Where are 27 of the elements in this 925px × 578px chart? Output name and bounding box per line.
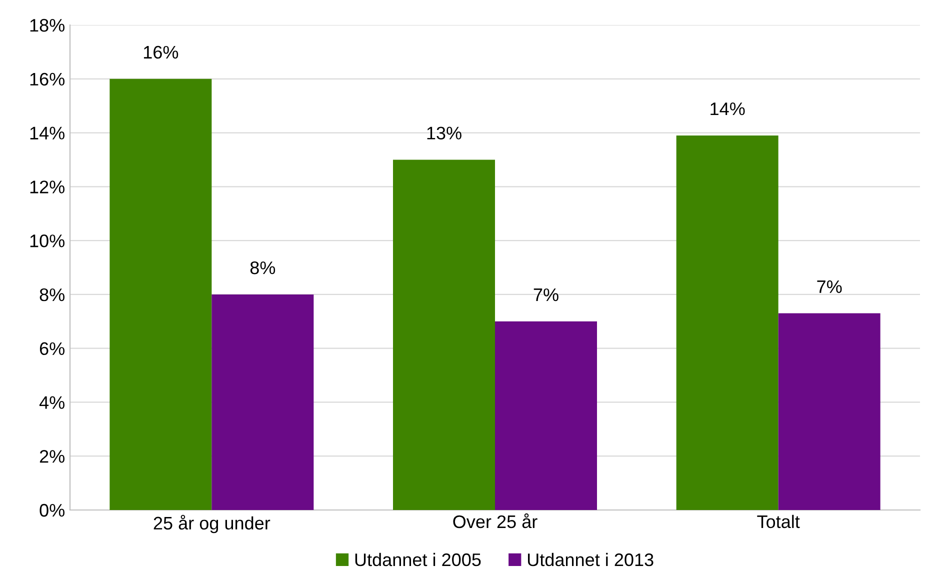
y-tick-label: 14% <box>30 126 64 140</box>
y-tick-label: 12% <box>30 180 64 194</box>
bar <box>778 313 880 510</box>
y-tick-label: 2% <box>40 450 64 463</box>
y-tick-label: 10% <box>30 234 64 248</box>
legend-label: Utdannet i 2013 <box>528 552 654 566</box>
data-label: 13% <box>427 126 462 140</box>
data-label: 8% <box>250 261 276 274</box>
x-tick-label: 25 år og under <box>154 514 270 534</box>
bar <box>393 160 495 510</box>
y-tick-label: 8% <box>40 288 64 302</box>
data-label: 14% <box>710 102 745 116</box>
y-tick-label: 4% <box>39 396 64 409</box>
bar <box>212 294 314 510</box>
data-label: 7% <box>817 280 842 293</box>
x-tick-label: Totalt <box>757 514 800 528</box>
y-tick-label: 6% <box>40 342 64 356</box>
x-tick-label: Over 25 år <box>453 513 538 528</box>
y-tick-label: 18% <box>30 18 64 32</box>
y-tick-label: 0% <box>40 504 64 517</box>
bar <box>495 321 597 510</box>
data-label: 16% <box>144 46 178 59</box>
data-label: 7% <box>534 288 558 302</box>
legend-label: Utdannet i 2005 <box>355 552 481 566</box>
bar <box>676 135 778 510</box>
y-tick-label: 16% <box>30 72 64 86</box>
bar <box>110 78 212 510</box>
